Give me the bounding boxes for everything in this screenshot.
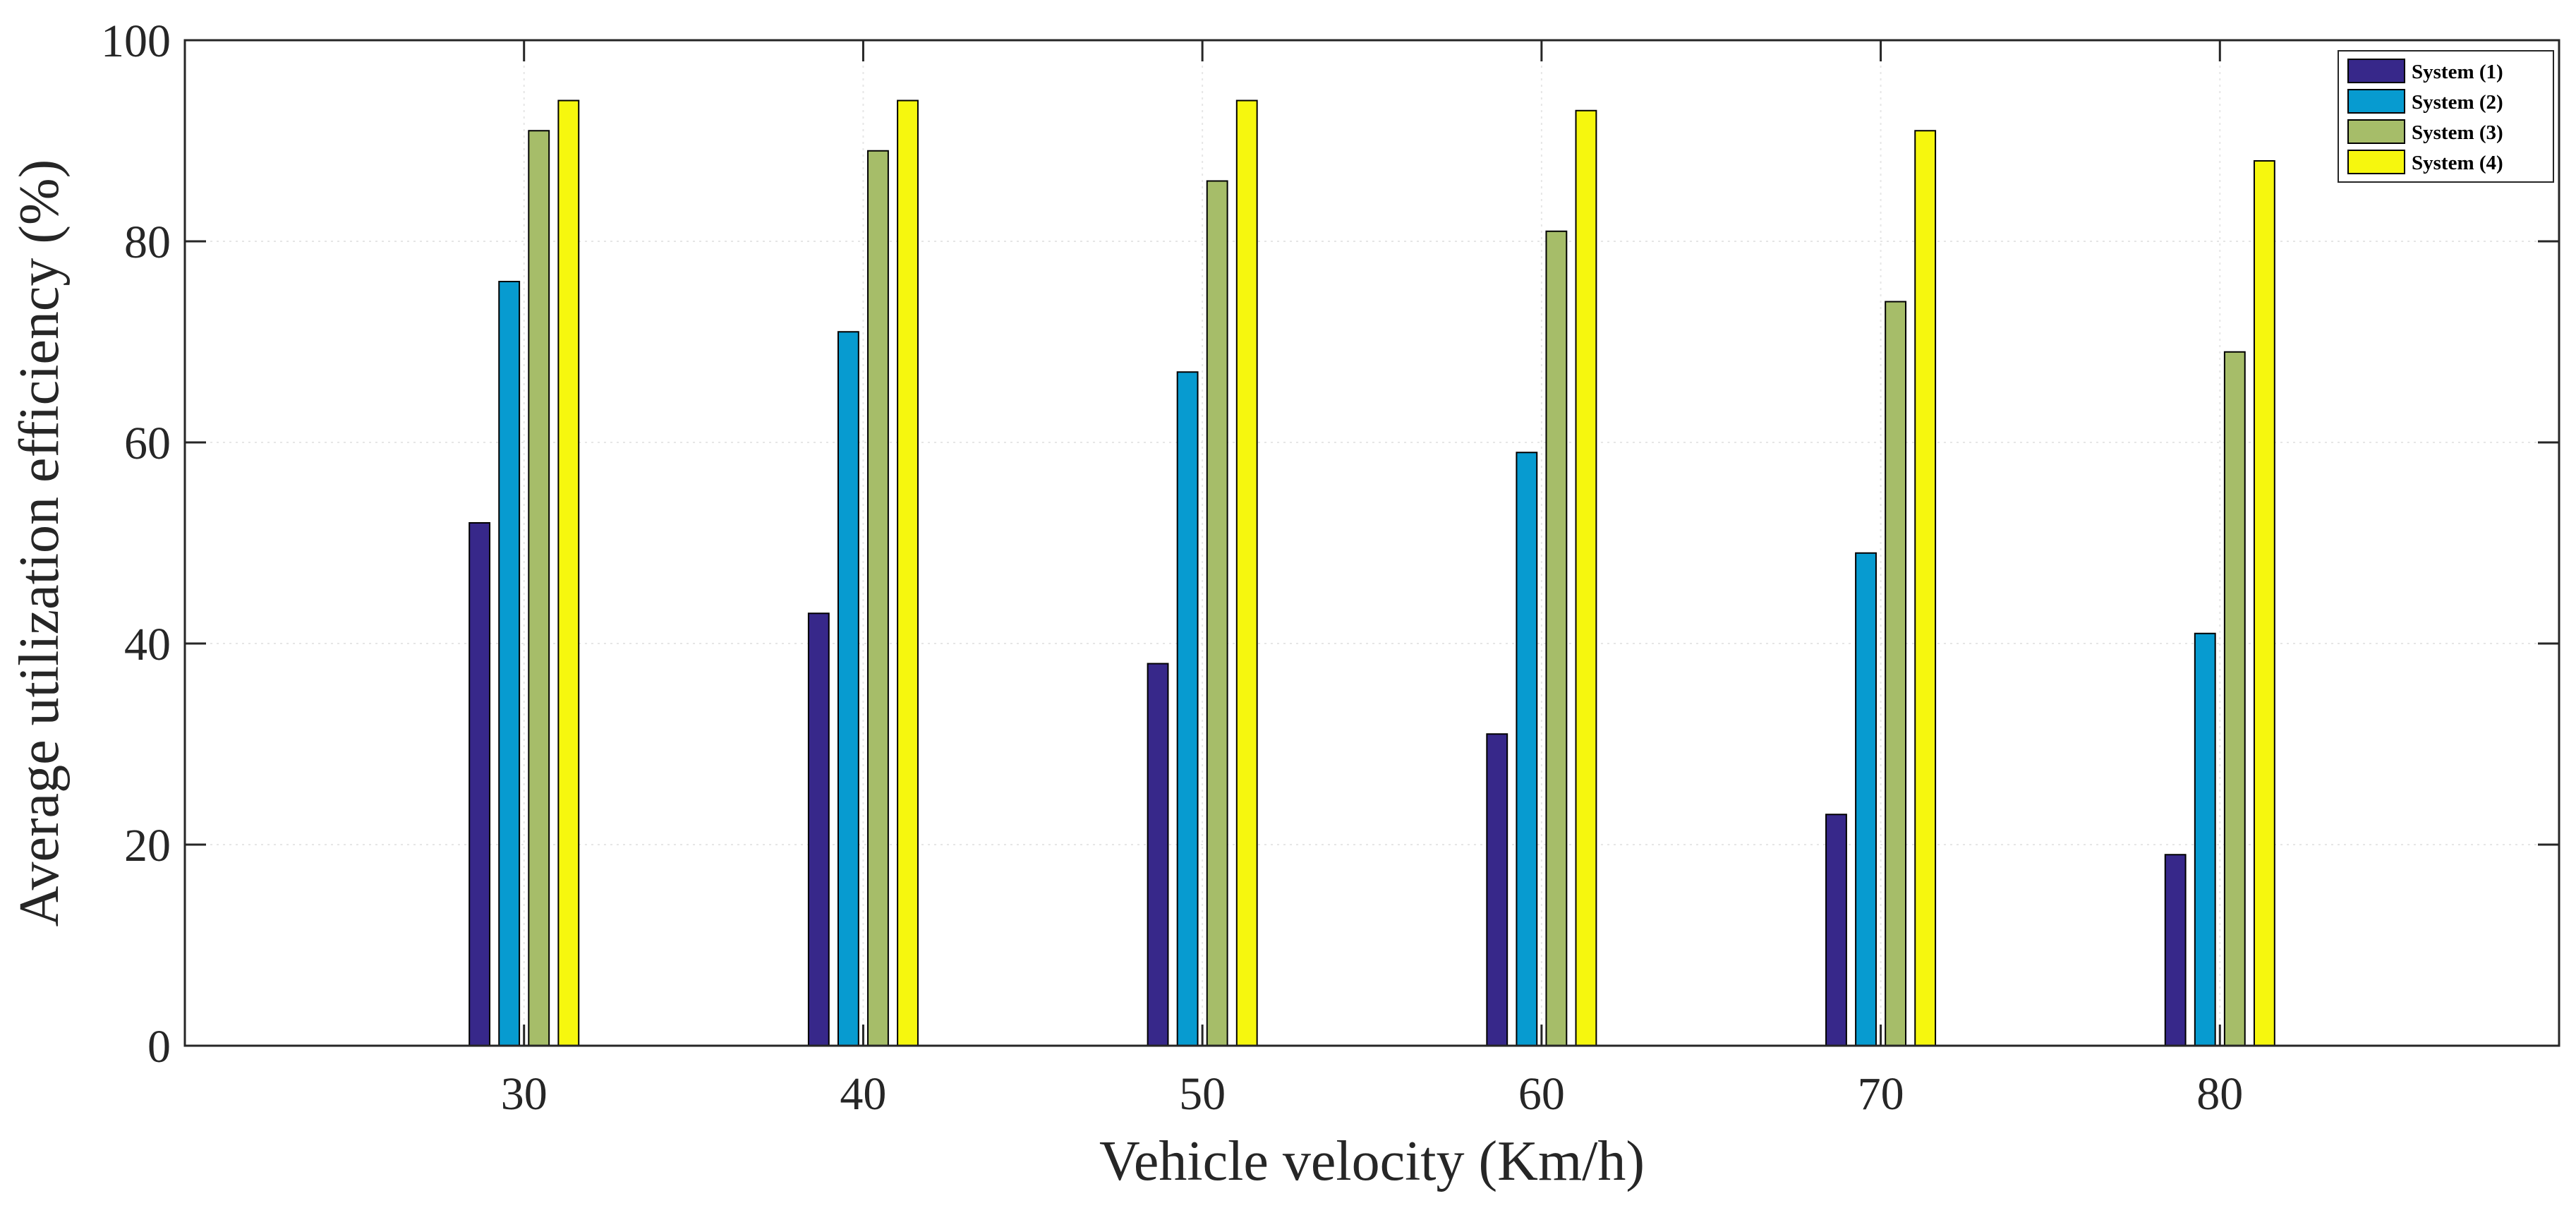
bar-system-1-80 <box>2164 854 2187 1046</box>
grid-layer <box>185 40 2559 1046</box>
y-tick-label: 20 <box>124 820 171 871</box>
bar-system-4-40 <box>897 99 919 1046</box>
tick-layer: 0 20 40 60 80 100 30 40 50 60 70 80 <box>101 16 2559 1120</box>
legend-swatch-system-3 <box>2347 119 2405 144</box>
x-tick-label: 50 <box>1179 1068 1226 1120</box>
bar-system-2-50 <box>1176 371 1199 1046</box>
y-tick-label: 100 <box>101 16 171 67</box>
bar-system-2-70 <box>1855 552 1877 1046</box>
bar-system-3-40 <box>867 150 889 1046</box>
bar-system-3-80 <box>2223 351 2246 1046</box>
x-tick-label: 30 <box>501 1068 548 1120</box>
bar-system-4-30 <box>557 99 580 1046</box>
x-tick-label: 60 <box>1518 1068 1565 1120</box>
bar-system-4-70 <box>1914 130 1937 1046</box>
x-tick-label: 80 <box>2196 1068 2243 1120</box>
legend: System (1) System (2) System (3) System (4) <box>2338 50 2554 183</box>
x-tick-label: 70 <box>1858 1068 1904 1120</box>
bar-system-1-50 <box>1147 663 1169 1046</box>
legend-label-system-1: System (1) <box>2412 61 2503 83</box>
plot-frame <box>183 39 2560 1047</box>
x-axis-label: Vehicle velocity (Km/h) <box>1099 1130 1645 1192</box>
legend-swatch-system-4 <box>2347 150 2405 174</box>
bar-system-1-40 <box>807 612 830 1046</box>
bar-system-3-50 <box>1206 180 1228 1046</box>
bar-system-4-60 <box>1575 109 1597 1046</box>
y-tick-label: 60 <box>124 418 171 469</box>
y-tick-label: 0 <box>147 1021 171 1073</box>
bar-system-2-80 <box>2194 632 2216 1046</box>
y-tick-label: 40 <box>124 619 171 670</box>
bar-system-1-30 <box>468 522 491 1046</box>
bar-system-1-70 <box>1825 814 1847 1046</box>
bar-system-2-40 <box>837 331 859 1046</box>
bar-system-4-50 <box>1235 99 1258 1046</box>
legend-label-system-4: System (4) <box>2412 152 2503 174</box>
bar-system-2-30 <box>498 281 521 1046</box>
bar-layer <box>468 99 2275 1046</box>
bar-system-3-60 <box>1545 230 1568 1046</box>
legend-label-system-2: System (2) <box>2412 91 2503 114</box>
bar-system-3-70 <box>1885 301 1907 1046</box>
legend-swatch-system-2 <box>2347 89 2405 114</box>
bar-system-1-60 <box>1486 733 1508 1046</box>
legend-swatch-system-1 <box>2347 59 2405 83</box>
x-tick-label: 40 <box>840 1068 886 1120</box>
legend-label-system-3: System (3) <box>2412 121 2503 144</box>
y-tick-label: 80 <box>124 217 171 268</box>
y-axis-label: Average utilization efficiency (%) <box>8 159 71 927</box>
bar-system-3-30 <box>528 130 550 1046</box>
bar-system-4-80 <box>2253 160 2275 1046</box>
bar-system-2-60 <box>1516 452 1538 1046</box>
